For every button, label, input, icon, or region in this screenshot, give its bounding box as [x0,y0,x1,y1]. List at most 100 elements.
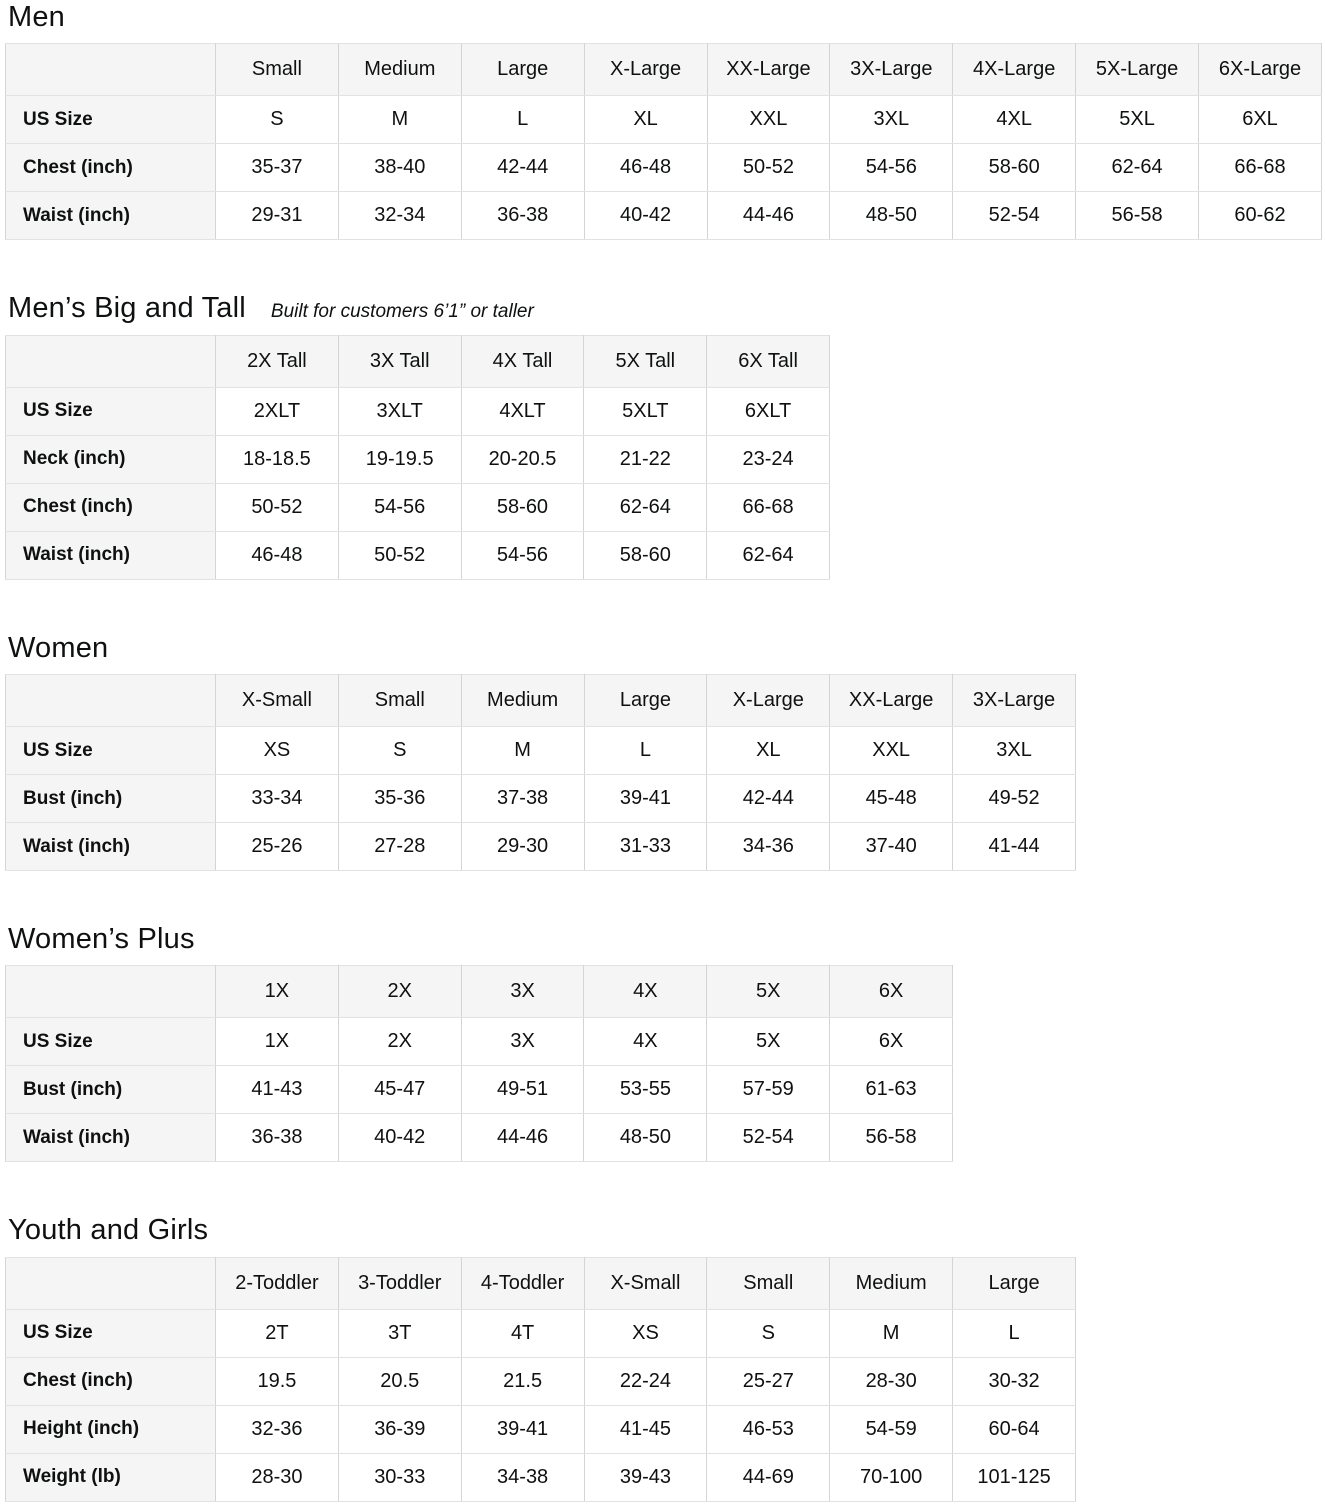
size-value-cell: 62-64 [583,482,708,532]
size-value-cell: 34-38 [460,1452,585,1502]
size-value-cell: 39-43 [583,1452,708,1502]
size-value-cell: 54-56 [460,530,585,580]
size-value-cell: 2T [215,1308,339,1358]
size-value-cell: 57-59 [706,1065,831,1115]
size-value-cell: 2X [337,1017,462,1067]
section-title-text: Women [8,631,109,664]
size-value-cell: 36-38 [460,191,585,241]
size-value-cell: 40-42 [583,191,708,241]
size-value-cell: 2XLT [215,386,339,436]
column-header: 5X [706,965,831,1019]
size-value-cell: 25-26 [215,822,339,872]
size-value-cell: L [952,1308,1076,1358]
section-title-text: Youth and Girls [8,1214,209,1247]
size-value-cell: 66-68 [1198,143,1322,193]
size-value-cell: 5X [706,1017,831,1067]
section-mens-big-and-tall: Men’s Big and Tall Built for customers 6… [5,292,1325,580]
size-value-cell: 44-46 [706,191,831,241]
size-value-cell: L [583,726,708,776]
row-label: Chest (inch) [5,143,216,193]
row-label: US Size [5,386,216,436]
size-value-cell: S [337,726,462,776]
size-value-cell: 54-59 [829,1404,954,1454]
row-label: US Size [5,1308,216,1358]
column-header: Medium [460,674,585,728]
column-header: 6X-Large [1198,43,1322,97]
column-header: 4X-Large [952,43,1077,97]
row-label: Waist (inch) [5,1113,216,1163]
size-value-cell: 52-54 [952,191,1077,241]
size-value-cell: 3XLT [337,386,462,436]
section-youth-and-girls: Youth and Girls 2-Toddler 3-Toddler 4-Todd… [5,1214,1325,1502]
size-value-cell: 30-33 [337,1452,462,1502]
section-title: Men’s Big and Tall Built for customers 6… [8,292,1325,325]
size-value-cell: 23-24 [706,434,830,484]
column-header: 2X Tall [215,334,339,388]
size-value-cell: 44-46 [460,1113,585,1163]
size-value-cell: 70-100 [829,1452,954,1502]
size-value-cell: 46-48 [583,143,708,193]
size-value-cell: 40-42 [337,1113,462,1163]
table-row: Neck (inch) 18-18.5 19-19.5 20-20.5 21-22 23-… [5,434,830,484]
column-header: Large [952,1256,1076,1310]
size-table-womens-plus: 1X 2X 3X 4X 5X 6X US Size 1X 2X 3X 4X 5X 6X Bust (inc… [5,965,953,1163]
size-value-cell: 58-60 [952,143,1077,193]
column-header: 4-Toddler [460,1256,585,1310]
size-value-cell: 50-52 [215,482,339,532]
column-header: 4X Tall [460,334,585,388]
size-value-cell: 60-64 [952,1404,1076,1454]
size-value-cell: 54-56 [829,143,954,193]
size-value-cell: 27-28 [337,822,462,872]
size-value-cell: 31-33 [583,822,708,872]
size-value-cell: 46-53 [706,1404,831,1454]
column-header: X-Small [215,674,339,728]
size-value-cell: 58-60 [583,530,708,580]
column-header: 6X Tall [706,334,830,388]
column-header: X-Large [706,674,831,728]
column-header: 3X [460,965,585,1019]
size-value-cell: 5XLT [583,386,708,436]
column-header: 5X Tall [583,334,708,388]
size-value-cell: 3XL [829,95,954,145]
size-value-cell: 54-56 [337,482,462,532]
row-label: Chest (inch) [5,1356,216,1406]
column-header: 3X Tall [337,334,462,388]
size-value-cell: 58-60 [460,482,585,532]
size-value-cell: 49-51 [460,1065,585,1115]
table-row: Waist (inch) 36-38 40-42 44-46 48-50 52-54 56-… [5,1113,953,1163]
size-value-cell: 28-30 [829,1356,954,1406]
corner-cell [5,965,216,1019]
size-value-cell: 37-38 [460,774,585,824]
section-title: Men [8,1,1325,34]
header-row: 2-Toddler 3-Toddler 4-Toddler X-Small Small M… [5,1256,1076,1310]
section-title-text: Men’s Big and Tall [8,292,246,325]
size-value-cell: 3X [460,1017,585,1067]
size-value-cell: 38-40 [337,143,462,193]
size-value-cell: 56-58 [829,1113,953,1163]
size-value-cell: 39-41 [583,774,708,824]
size-value-cell: M [460,726,585,776]
size-value-cell: 21-22 [583,434,708,484]
size-value-cell: 4T [460,1308,585,1358]
size-value-cell: 19.5 [215,1356,339,1406]
column-header: 2X [337,965,462,1019]
size-table-men: Small Medium Large X-Large XX-Large 3X-Large 4… [5,43,1322,241]
section-title-text: Women’s Plus [8,923,195,956]
column-header: Large [460,43,585,97]
size-value-cell: M [829,1308,954,1358]
size-value-cell: 46-48 [215,530,339,580]
size-value-cell: 1X [215,1017,339,1067]
size-value-cell: 41-43 [215,1065,339,1115]
size-value-cell: 18-18.5 [215,434,339,484]
size-value-cell: S [215,95,339,145]
section-title: Women [8,632,1325,665]
size-value-cell: 42-44 [460,143,585,193]
size-value-cell: 6X [829,1017,953,1067]
size-table-youth-and-girls: 2-Toddler 3-Toddler 4-Toddler X-Small Small M… [5,1256,1076,1502]
size-value-cell: 6XLT [706,386,830,436]
column-header: 3X-Large [952,674,1076,728]
size-value-cell: 62-64 [706,530,830,580]
size-value-cell: 44-69 [706,1452,831,1502]
size-value-cell: 48-50 [583,1113,708,1163]
